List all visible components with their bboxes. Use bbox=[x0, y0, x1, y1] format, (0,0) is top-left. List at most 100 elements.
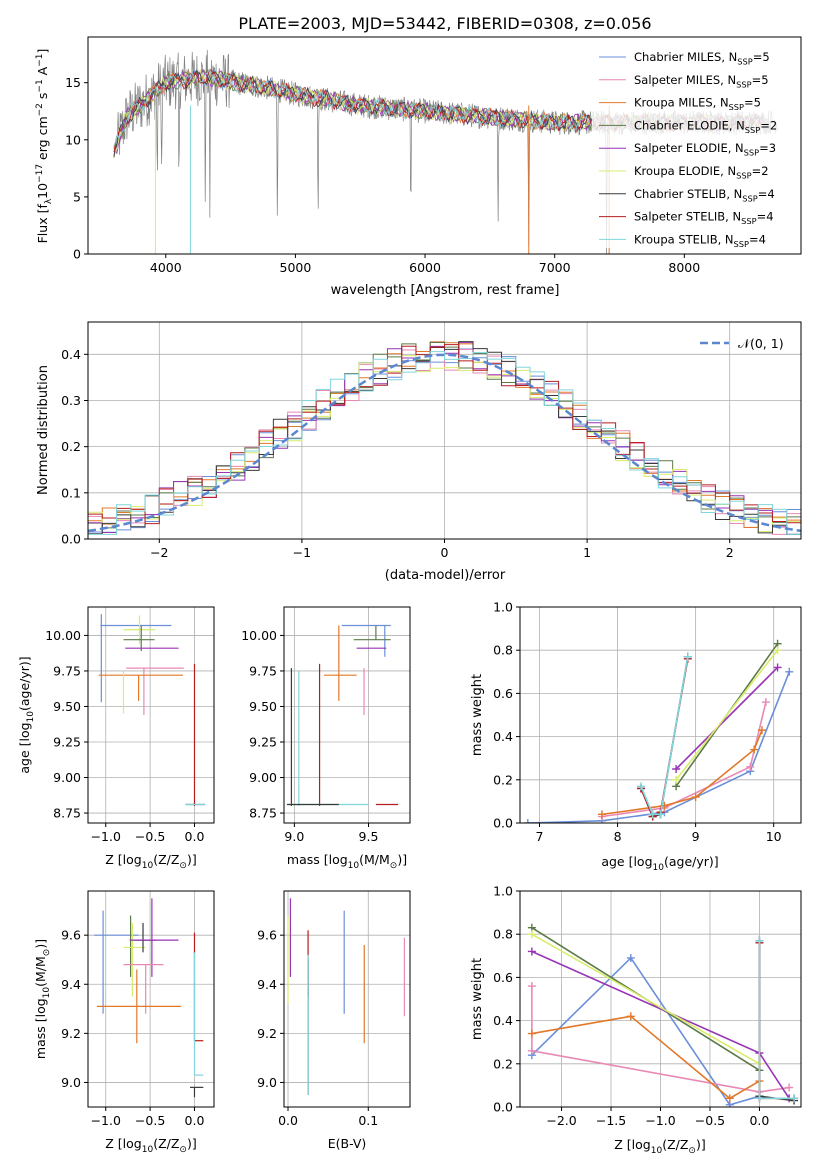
legend-entry: Salpeter MILES, NSSP=5 bbox=[634, 73, 769, 89]
y-axis-label: Normed distribution bbox=[36, 365, 51, 495]
weight-marker bbox=[785, 1083, 794, 1092]
x-tick-label: 8000 bbox=[668, 260, 700, 275]
legend-entry-part: =2 bbox=[760, 118, 777, 132]
y-tick-label: 5 bbox=[73, 189, 81, 204]
x-axis-label-part: ⊙ bbox=[179, 861, 187, 871]
x-axis-label-part: age [log bbox=[601, 854, 652, 869]
y-tick-label: 10.00 bbox=[45, 628, 81, 643]
legend-entry-part: =4 bbox=[757, 210, 774, 224]
weight-marker bbox=[636, 782, 645, 791]
legend-entry-part: =5 bbox=[752, 73, 769, 87]
x-axis-label: Z [log10(Z/Z⊙)] bbox=[105, 852, 196, 871]
y-axis-label-part: ] bbox=[35, 49, 50, 54]
y-tick-label: 9.0 bbox=[257, 1075, 277, 1090]
weight-marker bbox=[683, 652, 692, 661]
x-tick-label: 0.1 bbox=[358, 1113, 378, 1128]
y-axis-label-part: −2 bbox=[35, 103, 45, 116]
y-tick-label: 0.6 bbox=[493, 970, 513, 985]
y-axis-label-part: mass [log bbox=[33, 998, 48, 1059]
weight-marker bbox=[527, 982, 536, 991]
x-axis-label-part: Z [log bbox=[105, 1136, 141, 1151]
residuals-panel: −2 −1 0 1 2 0.0 0.1 0.2 0.3 0.4 𝒩(0, 1) (data-model… bbox=[36, 321, 802, 583]
weight-line bbox=[675, 649, 779, 781]
weight-marker bbox=[725, 1094, 734, 1103]
x-tick-label: 1 bbox=[583, 545, 591, 560]
weight-line bbox=[758, 940, 795, 1100]
mass-vs-EBV-panel: 0.0 0.1 9.0 9.2 9.4 9.6 E(B-V) bbox=[257, 890, 411, 1151]
legend-entry-part: =2 bbox=[752, 164, 769, 178]
y-tick-label: 9.4 bbox=[257, 977, 277, 992]
y-axis-label-part: A bbox=[35, 66, 50, 79]
weight-marker bbox=[750, 745, 759, 754]
y-axis-label-part: λ bbox=[44, 198, 54, 204]
y-tick-label: 0.2 bbox=[493, 772, 513, 787]
y-axis-label-part: ⊙ bbox=[42, 949, 52, 957]
y-tick-label: 9.4 bbox=[61, 977, 81, 992]
legend-entry-part: =5 bbox=[753, 50, 770, 64]
weight-line bbox=[675, 666, 779, 770]
legend-entry-part: SSP bbox=[737, 56, 752, 66]
y-axis-label-part: (age/yr)] bbox=[17, 656, 32, 711]
weight-marker bbox=[527, 1046, 536, 1055]
y-tick-label: 0.0 bbox=[493, 1100, 513, 1115]
x-axis-label-part: ⊙ bbox=[688, 1146, 696, 1156]
y-tick-label: 9.75 bbox=[53, 663, 81, 678]
y-axis-label-part: s bbox=[35, 93, 50, 104]
weight-line bbox=[531, 933, 760, 1065]
weight-marker bbox=[527, 930, 536, 939]
y-tick-label: 10.00 bbox=[241, 628, 277, 643]
x-tick-label: −1 bbox=[293, 545, 311, 560]
y-tick-label: 0.3 bbox=[61, 393, 81, 408]
legend-entry-part: Chabrier STELIB, N bbox=[634, 187, 742, 201]
x-axis-label-part: ⊙ bbox=[390, 861, 398, 871]
legend-entry-part: Salpeter ELODIE, N bbox=[634, 141, 744, 155]
weight-marker bbox=[773, 646, 782, 655]
x-tick-label: 0.0 bbox=[278, 1113, 298, 1128]
age-vs-mass-panel-plot bbox=[286, 624, 399, 806]
y-tick-label: 9.50 bbox=[249, 699, 277, 714]
legend-entry: Chabrier ELODIE, NSSP=2 bbox=[634, 118, 777, 134]
y-axis-label: mass weight bbox=[470, 958, 485, 1040]
weight-marker bbox=[785, 667, 794, 676]
weight-marker bbox=[527, 1029, 536, 1038]
y-tick-label: 0.0 bbox=[61, 532, 81, 547]
weight-marker bbox=[757, 726, 766, 735]
x-axis-label-part: Z [log bbox=[105, 852, 141, 867]
spectrum-panel-frame bbox=[87, 36, 802, 255]
mass-vs-Z-panel-frame bbox=[87, 890, 215, 1108]
y-axis-label-part: erg cm bbox=[35, 116, 50, 164]
legend-entry-part: =3 bbox=[759, 141, 776, 155]
x-axis-label-part: (Z/Z bbox=[662, 1137, 688, 1152]
weight-marker bbox=[755, 936, 764, 945]
residuals-panel-plot bbox=[88, 341, 801, 535]
x-axis-label: mass [log10(M/M⊙)] bbox=[287, 852, 407, 871]
legend-entry-part: SSP bbox=[736, 170, 751, 180]
legend-entry-part: SSP bbox=[742, 193, 757, 203]
weight-marker bbox=[790, 1094, 799, 1103]
weight-marker bbox=[691, 793, 700, 802]
y-axis-label-part: −1 bbox=[35, 54, 45, 67]
y-tick-label: 9.2 bbox=[61, 1026, 81, 1041]
y-tick-label: 9.00 bbox=[53, 770, 81, 785]
weight-line bbox=[531, 1015, 760, 1100]
x-axis-label-part: 10 bbox=[348, 861, 360, 871]
legend-entry: Salpeter ELODIE, NSSP=3 bbox=[634, 141, 776, 157]
x-tick-label: 0.0 bbox=[185, 1113, 205, 1128]
weight-marker bbox=[672, 775, 681, 784]
y-axis-label-part: 10 bbox=[26, 711, 36, 723]
y-tick-label: 0.0 bbox=[493, 816, 513, 831]
x-axis-label-part: 10 bbox=[653, 863, 665, 873]
x-axis-label-part: 10 bbox=[142, 861, 154, 871]
y-tick-label: 1.0 bbox=[493, 600, 513, 615]
weight-vs-age-panel-plot bbox=[523, 639, 794, 823]
age-vs-Z-panel-frame bbox=[87, 606, 215, 824]
normal-curve-line bbox=[88, 353, 801, 533]
legend-entry-part: SSP bbox=[736, 79, 751, 89]
x-tick-label: 6000 bbox=[409, 260, 441, 275]
mass-vs-EBV-panel-plot bbox=[287, 898, 405, 1095]
x-tick-label: 0 bbox=[441, 545, 449, 560]
x-tick-label: 8 bbox=[614, 829, 622, 844]
weight-marker bbox=[648, 810, 657, 819]
y-tick-label: 0.4 bbox=[493, 1013, 513, 1028]
